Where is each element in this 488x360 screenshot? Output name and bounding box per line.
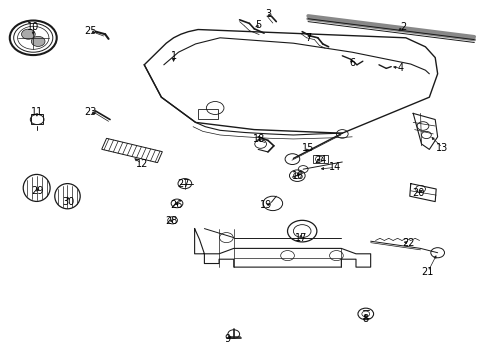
Text: 3: 3 [264,9,270,19]
Text: 23: 23 [84,107,97,117]
Bar [198,109,217,119]
Text: 2: 2 [400,22,406,32]
Text: 10: 10 [27,22,40,32]
Text: 5: 5 [255,20,261,30]
Text: 22: 22 [401,238,414,248]
Circle shape [21,29,35,39]
Bar [31,114,43,124]
Text: 12: 12 [135,159,148,169]
Text: 15: 15 [301,143,314,153]
Text: 13: 13 [435,143,448,153]
Text: 7: 7 [305,33,310,43]
Bar [312,155,327,163]
Text: 28: 28 [164,216,177,226]
Text: 8: 8 [362,314,368,324]
Text: 27: 27 [177,179,189,189]
Text: 1: 1 [170,51,176,61]
Text: 14: 14 [328,162,341,172]
Text: 9: 9 [224,334,230,344]
Text: 19: 19 [260,200,272,210]
Text: 30: 30 [62,197,75,207]
Text: 11: 11 [30,107,43,117]
Text: 4: 4 [397,63,403,73]
Text: 20: 20 [411,188,424,198]
Text: 6: 6 [348,58,354,68]
Circle shape [31,36,45,46]
Text: 18: 18 [252,134,265,144]
Text: 25: 25 [84,26,97,36]
Text: 21: 21 [421,267,433,277]
Text: 16: 16 [291,171,304,181]
Text: 26: 26 [169,200,182,210]
Text: 24: 24 [313,155,326,165]
Text: 29: 29 [31,186,44,196]
Text: 17: 17 [294,233,306,243]
